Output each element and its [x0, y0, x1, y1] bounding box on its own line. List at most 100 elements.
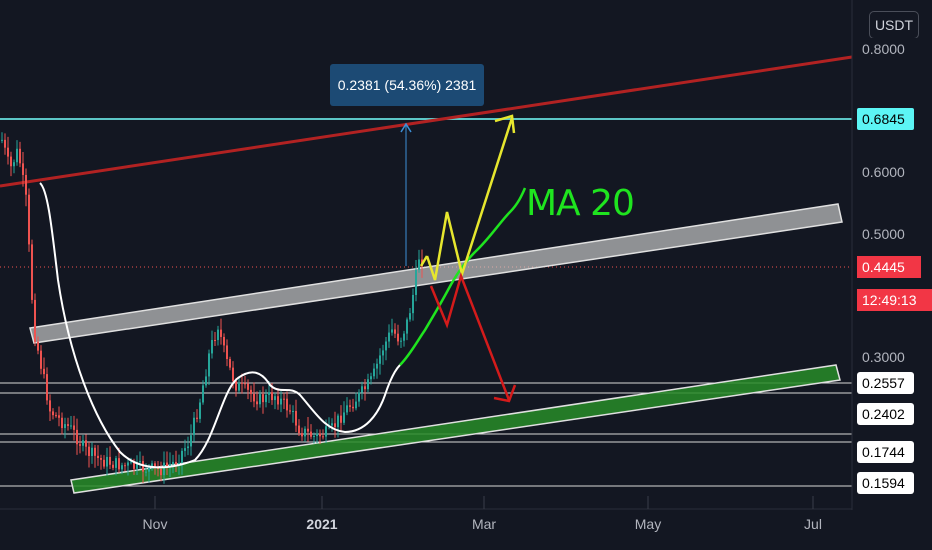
candle-body	[145, 471, 147, 473]
candle-body	[259, 394, 261, 405]
candle-body	[325, 426, 327, 437]
candle-body	[379, 355, 381, 364]
candle-body	[301, 433, 303, 437]
candle-body	[163, 462, 165, 476]
candle-body	[346, 405, 348, 413]
candle-body	[382, 350, 384, 356]
candle-body	[355, 401, 357, 409]
bearish-projection-arrow[interactable]	[429, 272, 511, 401]
price-label-level-0.1594: 0.1594	[857, 472, 914, 494]
candle-body	[7, 147, 9, 157]
candle-body	[391, 329, 393, 333]
price-label-0.8000: 0.8000	[857, 38, 932, 60]
candle-body	[139, 461, 141, 463]
price-label-0.5000: 0.5000	[857, 223, 932, 245]
candle-body	[376, 363, 378, 369]
candle-body	[154, 463, 156, 467]
candle-body	[148, 466, 150, 472]
candle-body	[142, 461, 144, 472]
time-label-jul: Jul	[804, 516, 822, 532]
candle-body	[277, 396, 279, 405]
candle-body	[43, 368, 45, 375]
candle-body	[247, 383, 249, 390]
candle-body	[319, 433, 321, 437]
candle-body	[343, 412, 345, 423]
candle-body	[97, 455, 99, 459]
candle-body	[82, 440, 84, 446]
candle-body	[223, 336, 225, 346]
candle-body	[349, 405, 351, 407]
bullish-projection-arrow[interactable]	[425, 117, 514, 281]
resistance-trendline[interactable]	[0, 55, 853, 188]
candle-body	[295, 410, 297, 426]
candle-body	[286, 398, 288, 411]
candle-body	[403, 333, 405, 341]
candle-body	[322, 436, 324, 438]
candle-body	[241, 382, 243, 384]
candle-body	[352, 406, 354, 409]
candle-body	[337, 415, 339, 428]
candle-body	[373, 368, 375, 377]
candle-body	[253, 393, 255, 402]
ma-annotation-label: MA 20	[526, 183, 635, 224]
candle-body	[73, 425, 75, 430]
time-label-nov: Nov	[142, 516, 168, 532]
candle-body	[409, 313, 411, 320]
candle-body	[127, 462, 129, 466]
bullish-arrow-head	[494, 114, 516, 134]
candle-body	[31, 244, 33, 300]
candle-body	[406, 319, 408, 334]
candle-body	[226, 345, 228, 360]
candle-body	[340, 415, 342, 423]
candle-body	[46, 374, 48, 401]
candle-body	[1, 139, 3, 141]
candle-body	[121, 465, 123, 470]
candle-body	[256, 401, 258, 405]
candle-body	[217, 329, 219, 341]
candle-body	[79, 444, 81, 446]
price-label-target: 0.6845	[857, 108, 914, 130]
time-label-may: May	[634, 516, 662, 532]
candle-body	[22, 163, 24, 175]
candle-body	[316, 433, 318, 437]
candle-body	[283, 398, 285, 400]
candle-body	[304, 428, 306, 437]
candle-body	[118, 458, 120, 470]
candle-body	[292, 410, 294, 412]
candle-body	[136, 462, 138, 469]
price-range-measure-label: 0.2381 (54.36%) 2381	[330, 64, 484, 106]
candle-body	[370, 376, 372, 380]
candle-body	[310, 431, 312, 437]
price-label-0.6000: 0.6000	[857, 161, 932, 183]
candle-body	[229, 359, 231, 368]
candle-body	[76, 429, 78, 445]
candle-body	[262, 394, 264, 403]
green-support-zone[interactable]	[70, 364, 841, 494]
candle-body	[196, 417, 198, 419]
candle-body	[274, 396, 276, 401]
candle-body	[172, 461, 174, 465]
candle-body	[178, 462, 180, 465]
candle-body	[112, 464, 114, 468]
candle-body	[124, 465, 126, 467]
quote-currency-button[interactable]: USDT	[869, 11, 919, 39]
candle-body	[361, 386, 363, 393]
candle-body	[388, 332, 390, 342]
candle-body	[58, 415, 60, 418]
candle-body	[265, 394, 267, 403]
candle-body	[109, 456, 111, 465]
candle-body	[40, 350, 42, 369]
candle-body	[211, 340, 213, 354]
candle-body	[34, 299, 36, 342]
candle-body	[397, 333, 399, 342]
last-price-label: 0.4445	[857, 256, 921, 278]
candle-body	[235, 380, 237, 391]
candle-body	[199, 402, 201, 419]
candle-body	[313, 436, 315, 438]
candle-body	[10, 156, 12, 167]
candle-body	[415, 269, 417, 295]
candle-body	[193, 417, 195, 436]
candle-body	[115, 458, 117, 468]
candle-body	[331, 423, 333, 426]
